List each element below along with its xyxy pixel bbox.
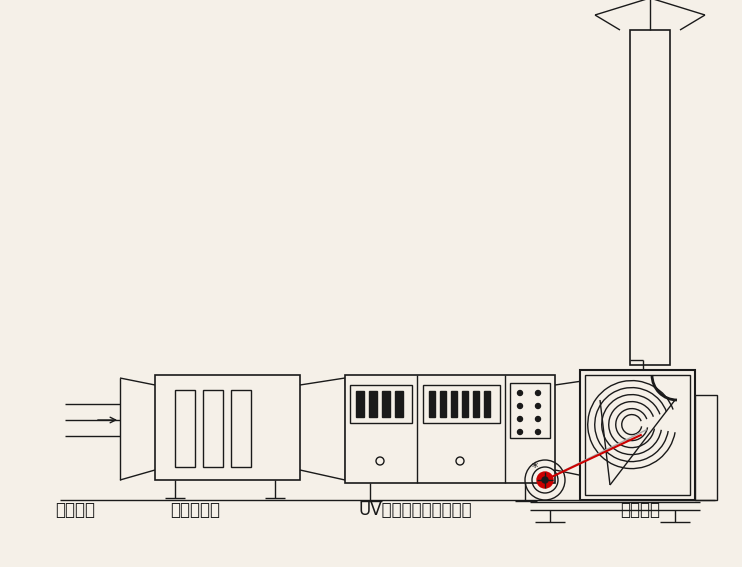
Text: 废气收集: 废气收集 (55, 501, 95, 519)
Bar (382, 391, 390, 417)
Bar (462, 391, 468, 417)
Bar (203, 390, 223, 467)
Bar (451, 391, 457, 417)
Circle shape (536, 429, 540, 434)
Bar (175, 390, 195, 467)
Bar (231, 390, 251, 467)
Circle shape (542, 477, 548, 483)
Circle shape (517, 417, 522, 421)
Bar (356, 391, 364, 417)
Bar (484, 391, 490, 417)
Circle shape (517, 391, 522, 396)
Bar (510, 383, 550, 438)
Text: UV光解式废气净化装置: UV光解式废气净化装置 (358, 501, 472, 519)
Circle shape (536, 417, 540, 421)
Text: 离心风机: 离心风机 (620, 501, 660, 519)
Circle shape (517, 429, 522, 434)
Bar (395, 391, 403, 417)
Bar (585, 375, 690, 495)
Bar (440, 391, 446, 417)
Text: *: * (532, 462, 538, 475)
Circle shape (537, 472, 553, 488)
Bar (429, 391, 435, 417)
Bar (423, 385, 500, 423)
Bar (473, 391, 479, 417)
Bar (580, 370, 695, 500)
Bar (155, 375, 300, 480)
Text: 干式过滤器: 干式过滤器 (170, 501, 220, 519)
Bar (345, 375, 555, 483)
Bar (695, 395, 717, 500)
Circle shape (536, 391, 540, 396)
Circle shape (517, 404, 522, 408)
Bar (350, 385, 412, 423)
Bar (630, 30, 670, 365)
Bar (369, 391, 377, 417)
Circle shape (536, 404, 540, 408)
